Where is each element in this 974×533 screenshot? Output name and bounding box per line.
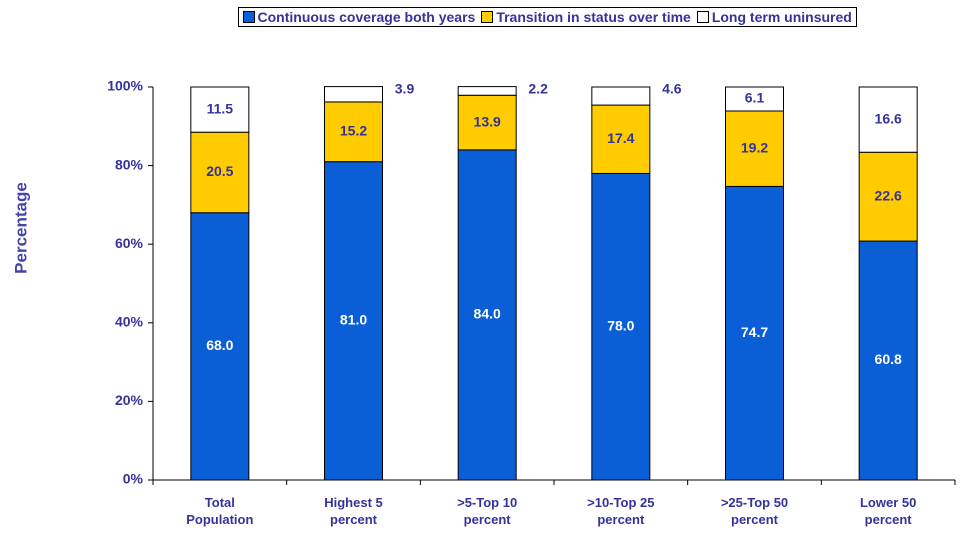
x-tick-label: >10-Top 25 percent (587, 495, 655, 527)
data-label: 19.2 (741, 139, 768, 155)
y-tick-label: 20% (115, 392, 144, 408)
legend: Continuous coverage both years Transition… (237, 7, 857, 27)
bar-segment (324, 86, 383, 103)
y-tick-label: 100% (107, 78, 143, 94)
data-label: 81.0 (340, 312, 367, 328)
y-tick-label: 80% (115, 156, 144, 172)
data-label: 22.6 (875, 187, 902, 203)
x-tick-label: Lower 50 percent (859, 495, 917, 527)
legend-swatch (696, 11, 709, 23)
bar-segment (591, 172, 651, 481)
data-label: 15.2 (340, 123, 367, 139)
bar-segment (324, 161, 383, 481)
data-label: 68.0 (206, 337, 233, 353)
legend-label: Transition in status over time (496, 9, 691, 25)
y-tick-label: 40% (115, 314, 144, 330)
bar-segment (190, 131, 250, 214)
data-label: 11.5 (207, 100, 234, 116)
data-label: 84.0 (474, 306, 501, 322)
data-label: 6.1 (745, 90, 765, 106)
data-label: 2.2 (528, 80, 548, 96)
data-label: 74.7 (741, 324, 768, 340)
x-tick-label: >5-Top 10 percent (457, 495, 518, 527)
bar-segment (190, 86, 250, 133)
bar-segment (591, 86, 651, 106)
data-label: 13.9 (474, 113, 501, 129)
x-tick-label: Highest 5 percent (324, 495, 383, 527)
y-tick-label: 0% (123, 471, 144, 487)
bar-segment (725, 86, 784, 112)
y-axis-title: Percentage (11, 182, 30, 274)
bar-segment (858, 151, 918, 242)
data-label: 3.9 (395, 80, 415, 96)
legend-label: Long term uninsured (711, 9, 852, 25)
bar-segment (457, 86, 517, 96)
legend-swatch (481, 11, 494, 23)
bar-segment (858, 86, 918, 153)
data-label: 20.5 (206, 163, 233, 179)
bar-segment (324, 101, 383, 163)
y-tick-label: 60% (115, 235, 144, 251)
data-label: 60.8 (875, 351, 902, 367)
legend-item: Long term uninsured (696, 9, 852, 25)
legend-swatch (242, 11, 255, 23)
data-label: 4.6 (662, 81, 682, 97)
data-label: 16.6 (875, 110, 902, 126)
bar-segment (725, 185, 784, 481)
data-label: 17.4 (607, 130, 634, 146)
bar-segment (858, 240, 918, 481)
legend-item: Continuous coverage both years (242, 9, 476, 25)
legend-label: Continuous coverage both years (257, 9, 476, 25)
x-tick-label: >25-Top 50 percent (720, 495, 789, 527)
legend-item: Transition in status over time (481, 9, 691, 25)
x-tick-label: Total Population (186, 495, 254, 527)
bar-segment (190, 212, 250, 481)
data-label: 78.0 (607, 317, 634, 333)
